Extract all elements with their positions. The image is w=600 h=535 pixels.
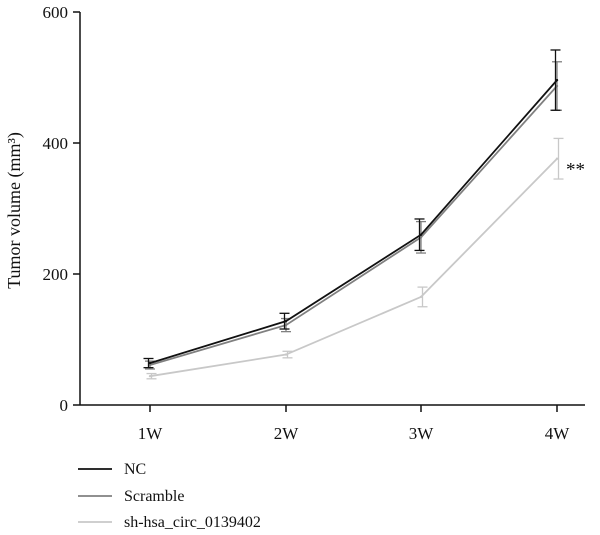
- data-point: [148, 374, 152, 378]
- data-point: [284, 319, 288, 323]
- data-point: [419, 233, 423, 236]
- legend-item: sh-hsa_circ_0139402: [78, 514, 261, 531]
- data-point: [284, 353, 288, 356]
- series-line: [149, 158, 558, 378]
- y-axis-title: Tumor volume (mm³): [4, 132, 25, 289]
- series-line: [149, 79, 558, 364]
- x-tick-label: 1W: [138, 424, 164, 443]
- x-tick-label: 3W: [409, 424, 435, 443]
- y-tick-label: 400: [43, 134, 69, 153]
- legend-label: Scramble: [124, 488, 184, 505]
- legend: NC Scramble sh-hsa_circ_0139402: [78, 461, 261, 531]
- data-point: [284, 323, 288, 327]
- series-1: [145, 61, 562, 370]
- data-point: [555, 84, 559, 88]
- significance-annotation: **: [566, 159, 585, 180]
- legend-label: sh-hsa_circ_0139402: [124, 514, 261, 531]
- y-tick-label: 200: [43, 265, 69, 284]
- axes: 0 200 400 600 1W 2W 3W 4W Tumor volume (mm³): [4, 3, 585, 443]
- y-tick-label: 600: [43, 3, 69, 22]
- legend-label: NC: [124, 461, 146, 478]
- data-point: [148, 361, 152, 365]
- series-line: [149, 85, 558, 366]
- data-point: [419, 236, 423, 239]
- data-point: [419, 295, 423, 299]
- x-tick-label: 4W: [545, 424, 571, 443]
- data-point: [555, 78, 559, 82]
- legend-item: NC: [78, 461, 146, 478]
- y-tick-label: 0: [60, 396, 69, 415]
- series-layer: **: [143, 49, 585, 380]
- legend-item: Scramble: [78, 488, 184, 505]
- x-tick-label: 2W: [274, 424, 300, 443]
- data-point: [555, 157, 559, 160]
- series-2: [146, 137, 564, 380]
- series-0: [143, 49, 561, 369]
- data-point: [148, 363, 152, 367]
